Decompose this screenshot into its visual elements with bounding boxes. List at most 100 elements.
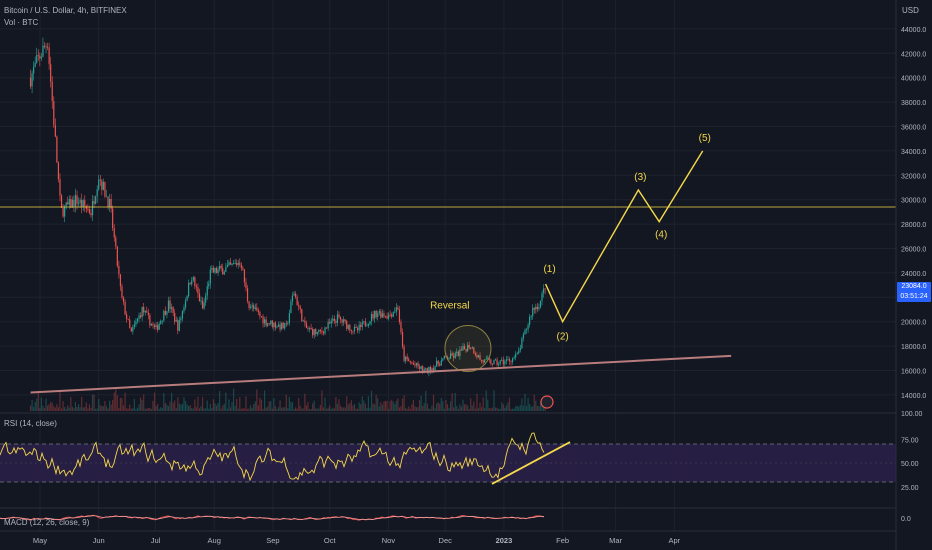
time-tick-label: Jul — [151, 536, 161, 545]
price-candle — [101, 180, 103, 190]
volume-bar — [310, 408, 312, 411]
price-candle — [53, 101, 55, 126]
price-candle — [229, 262, 232, 265]
volume-bar — [343, 407, 345, 411]
volume-bar — [76, 406, 78, 411]
price-candle — [127, 318, 129, 320]
price-candle — [212, 267, 215, 273]
volume-bar — [482, 397, 484, 411]
price-candle — [172, 307, 174, 313]
volume-bar — [313, 400, 315, 411]
volume-bar — [29, 405, 32, 411]
volume-bar — [130, 408, 132, 411]
symbol-title[interactable]: Bitcoin / U.S. Dollar, 4h, BITFINEX — [4, 6, 127, 15]
volume-bar — [336, 404, 339, 411]
volume-bar — [62, 401, 64, 411]
price-candle — [79, 199, 81, 204]
macd-legend[interactable]: MACD (12, 26, close, 9) — [4, 518, 90, 527]
volume-bar — [59, 391, 61, 411]
price-candle — [40, 56, 42, 59]
price-tick-label: 20000.0 — [901, 320, 926, 327]
price-candle — [312, 329, 314, 336]
price-candle — [284, 323, 286, 329]
price-candle — [228, 262, 230, 266]
price-candle — [88, 209, 91, 214]
price-candle — [195, 286, 197, 288]
price-candle — [412, 363, 414, 365]
volume-bar — [153, 392, 156, 411]
price-candle — [194, 277, 196, 287]
price-candle — [313, 329, 315, 336]
volume-bar — [74, 401, 77, 411]
price-candle — [439, 364, 441, 366]
volume-bar — [408, 406, 410, 411]
price-candle — [242, 268, 244, 270]
price-candle — [448, 358, 450, 360]
price-candle — [491, 363, 494, 365]
price-tick-label: 32000.0 — [901, 173, 926, 180]
rsi-legend[interactable]: RSI (14, close) — [4, 419, 57, 428]
price-candle — [104, 182, 106, 197]
price-candle — [77, 203, 80, 204]
volume-bar — [307, 401, 309, 411]
time-tick-label: Oct — [324, 536, 337, 545]
price-candle — [277, 324, 280, 327]
volume-bar — [360, 404, 362, 411]
volume-bar — [426, 403, 428, 411]
price-candle — [316, 332, 318, 335]
rsi-tick-label: 100.00 — [901, 411, 923, 418]
volume-bar — [487, 399, 489, 411]
volume-bar — [417, 407, 419, 411]
volume-bar — [257, 405, 259, 411]
price-candle — [468, 344, 470, 348]
price-candle — [322, 331, 325, 334]
volume-bar — [529, 403, 531, 411]
volume-bar — [250, 405, 252, 411]
price-candle — [267, 323, 269, 326]
price-candle — [431, 368, 433, 373]
volume-bar — [293, 408, 295, 411]
price-candle — [177, 320, 179, 331]
last-price-badge: 23084.0 03:51:24 — [897, 282, 931, 302]
volume-bar — [339, 405, 342, 411]
price-candle — [186, 296, 188, 301]
price-candle — [440, 360, 442, 366]
price-candle — [457, 351, 459, 357]
macd-lines — [0, 514, 545, 521]
price-candle — [527, 324, 529, 330]
volume-bar — [219, 391, 221, 411]
volume-bar — [434, 408, 436, 411]
price-candle — [67, 202, 69, 205]
price-candle — [476, 355, 478, 358]
price-candle — [374, 310, 376, 319]
price-candle — [34, 62, 36, 67]
price-candle — [420, 366, 422, 369]
price-candle — [432, 368, 435, 371]
price-candle — [356, 328, 359, 331]
volume-bar — [205, 408, 207, 411]
volume-bar — [222, 405, 224, 411]
volume-bar — [181, 403, 184, 411]
volume-bar — [158, 408, 160, 411]
volume-bar — [377, 398, 379, 411]
price-candle — [377, 313, 379, 317]
price-tick-label: 40000.0 — [901, 76, 926, 83]
volume-bar — [485, 390, 487, 411]
volume-bar — [423, 403, 425, 411]
volume-bar — [152, 400, 154, 411]
annotations: Reversal (1) (2) (3) (4) (5) — [0, 133, 896, 409]
time-tick-label: 2023 — [496, 536, 513, 545]
volume-legend[interactable]: Vol · BTC — [4, 18, 39, 27]
price-candle — [124, 301, 126, 315]
volume-bar — [431, 405, 433, 411]
volume-bar — [465, 404, 467, 411]
volume-bar — [474, 408, 476, 411]
price-candle — [243, 269, 246, 283]
volume-bar — [420, 395, 422, 411]
volume-bar — [510, 408, 512, 411]
price-candle — [144, 310, 146, 313]
volume-bar — [392, 401, 394, 411]
volume-bar — [170, 392, 173, 411]
price-candle — [403, 346, 405, 361]
